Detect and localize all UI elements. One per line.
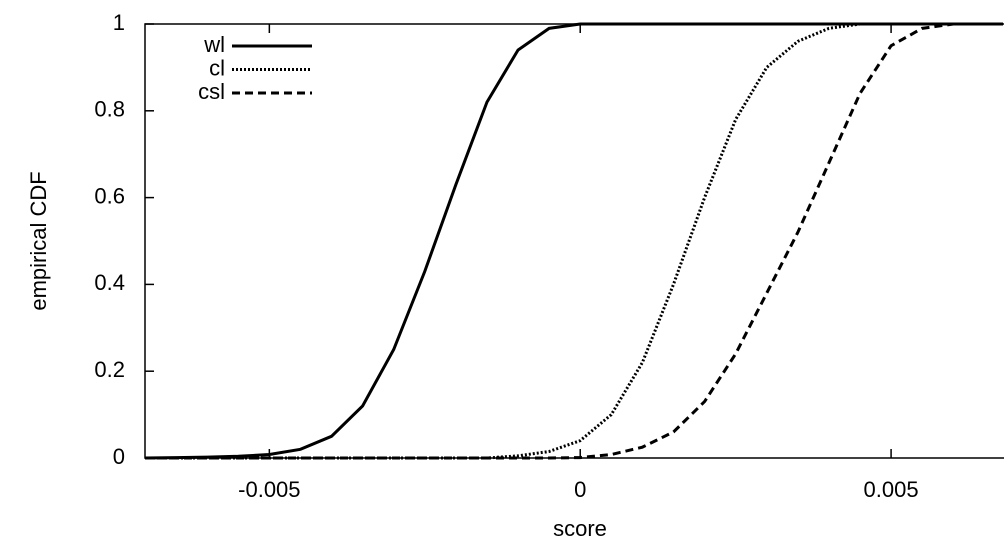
series-line bbox=[145, 22, 1003, 460]
series-line bbox=[145, 22, 1003, 460]
y-tick-label: 0 bbox=[113, 444, 125, 469]
y-tick-label: 0.6 bbox=[94, 183, 125, 208]
y-tick-label: 1 bbox=[113, 10, 125, 35]
y-tick-label: 0.8 bbox=[94, 97, 125, 122]
legend-label: csl bbox=[198, 79, 225, 104]
legend-label: wl bbox=[203, 32, 225, 57]
x-tick-label: 0.005 bbox=[864, 477, 919, 502]
series-line bbox=[144, 22, 1003, 460]
plot-frame bbox=[144, 23, 1004, 459]
y-tick-label: 0.4 bbox=[94, 270, 125, 295]
x-tick-label: 0 bbox=[574, 477, 586, 502]
x-axis-title: score bbox=[553, 516, 607, 541]
x-tick-label: -0.005 bbox=[238, 477, 300, 502]
y-axis-title: empirical CDF bbox=[26, 171, 51, 310]
legend-label: cl bbox=[209, 55, 225, 80]
y-tick-label: 0.2 bbox=[94, 357, 125, 382]
